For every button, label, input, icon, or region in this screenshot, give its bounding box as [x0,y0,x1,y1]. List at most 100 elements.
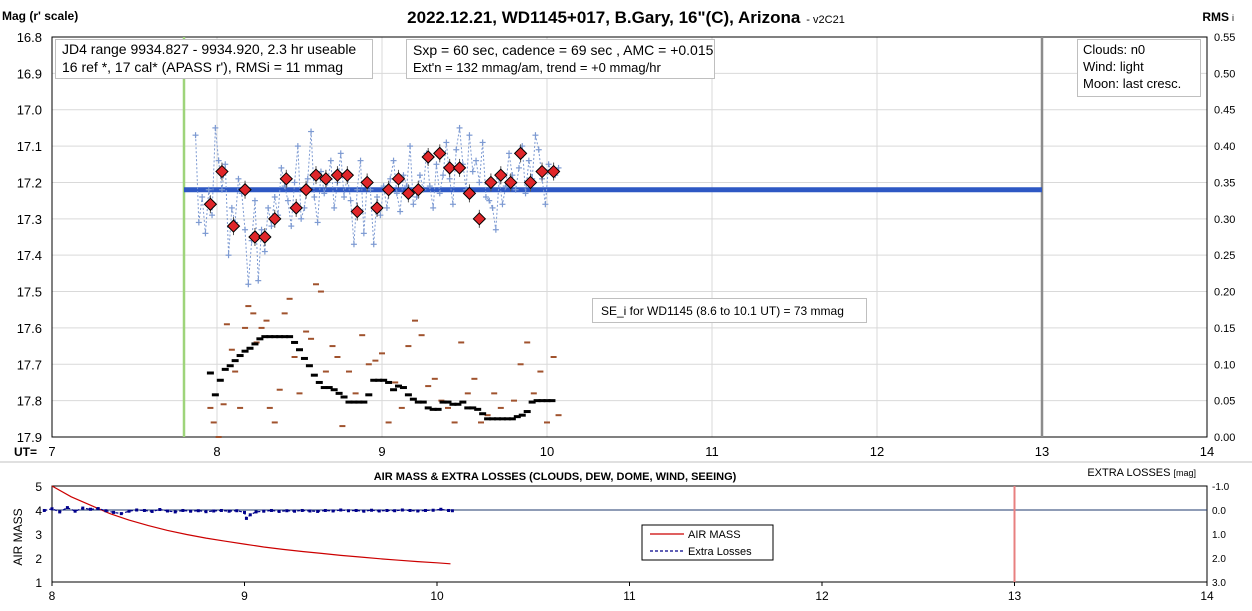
extra-losses-point [293,509,297,513]
raw-point [360,230,367,237]
extra-losses-tick-label: -1.0 [1212,482,1230,493]
binned-diamond [330,168,345,182]
airmass-x-tick-label: 13 [1008,589,1022,603]
extra-losses-tick-label: 1.0 [1212,530,1226,541]
binned-diamond [401,186,416,201]
binned-diamond [546,164,561,179]
raw-point [466,132,473,139]
mag-tick-label: 16.9 [17,66,42,81]
raw-point [294,143,301,150]
extra-losses-point [158,508,162,512]
raw-point [407,143,414,150]
binned-point [370,198,384,217]
binned-point [350,202,364,221]
binned-magnitude-series [203,144,561,246]
binned-point [535,162,549,181]
binned-point [391,169,406,188]
se-box: SE_i for WD1145 (8.6 to 10.1 UT) = 73 mm… [592,298,867,323]
extra-losses-point [439,507,443,511]
binned-diamond [226,219,241,233]
extinction-line: Ext'n = 132 mmag/am, trend = +0 mmag/hr [413,59,661,75]
airmass-tick-label: 3 [35,528,42,542]
raw-point [268,223,275,230]
raw-point [506,150,513,157]
raw-point [347,197,354,204]
binned-point [411,180,426,199]
raw-point [525,157,532,164]
extra-losses-point [166,509,169,513]
mag-tick-label: 16.8 [17,30,42,45]
extra-losses-label: EXTRA LOSSES [1087,467,1170,479]
raw-point [265,204,272,211]
binned-diamond [279,172,294,186]
ut-tick-label: 9 [378,444,385,459]
extra-losses-point [323,508,327,512]
raw-magnitude-series [192,124,562,288]
raw-point [397,208,404,215]
binned-diamond [319,172,333,186]
raw-point [331,204,338,211]
extra-losses-point [81,506,85,510]
raw-point [209,212,216,219]
extra-losses-tick-label: 0.0 [1212,506,1226,517]
extra-losses-point [58,510,62,514]
airmass-x-tick-label: 11 [623,589,636,603]
raw-point [383,204,390,211]
extra-losses-point [127,509,131,513]
airmass-tick-label: 2 [35,552,42,566]
raw-point [440,172,447,179]
extra-losses-point [244,516,248,520]
raw-point [476,179,483,186]
rms-binned-series [206,335,556,421]
extra-losses-point [150,509,154,513]
raw-point [235,175,242,182]
binned-diamond [370,201,384,215]
rms-label-suffix: i [1232,13,1234,23]
binned-point [226,217,241,236]
extra-losses-point [254,510,258,514]
extra-losses-tick-label: 2.0 [1212,554,1226,565]
binned-diamond [309,168,323,182]
raw-point [357,157,364,164]
binned-point [503,173,518,192]
binned-point [494,166,508,185]
raw-point [499,201,506,208]
rms-tick-label: 0.45 [1214,105,1235,117]
binned-diamond [268,212,282,226]
binned-diamond [381,183,396,197]
raw-point [433,161,440,168]
raw-point [410,201,417,208]
ut-tick-labels: 7 8 9 10 11 12 13 14 [48,444,1214,459]
ut-tick-label: 13 [1035,444,1049,459]
raw-point [288,223,295,230]
extra-losses-point [450,509,454,513]
raw-point [212,124,219,131]
ut-tick-label: 11 [705,444,719,459]
rms-tick-label: 0.15 [1214,323,1235,335]
binned-diamond [513,146,528,161]
raw-point [377,212,384,219]
airmass-plot-border [51,485,1208,583]
extra-losses-point [277,509,281,513]
wind-line: Wind: light [1083,58,1144,74]
extra-losses-point [112,510,116,514]
mag-tick-label: 17.1 [17,139,42,154]
extra-losses-unit: [mag] [1173,468,1196,478]
raw-point [545,161,552,168]
raw-point [492,226,499,233]
raw-point [473,157,480,164]
raw-point [251,197,258,204]
airmass-tick-label: 5 [35,480,42,494]
extra-losses-point [331,509,335,513]
binned-diamond [248,230,262,244]
raw-point [308,128,315,135]
ut-tick-label: 10 [540,444,554,459]
rms-tick-label: 0.55 [1214,32,1235,44]
mag-tick-label: 17.3 [17,212,42,227]
binned-diamond [452,161,467,175]
extra-losses-point [104,509,108,513]
mag-tick-label: 17.4 [17,248,42,263]
binned-diamond [340,168,355,182]
airmass-x-tick-label: 14 [1200,589,1214,603]
binned-diamond [391,172,406,186]
